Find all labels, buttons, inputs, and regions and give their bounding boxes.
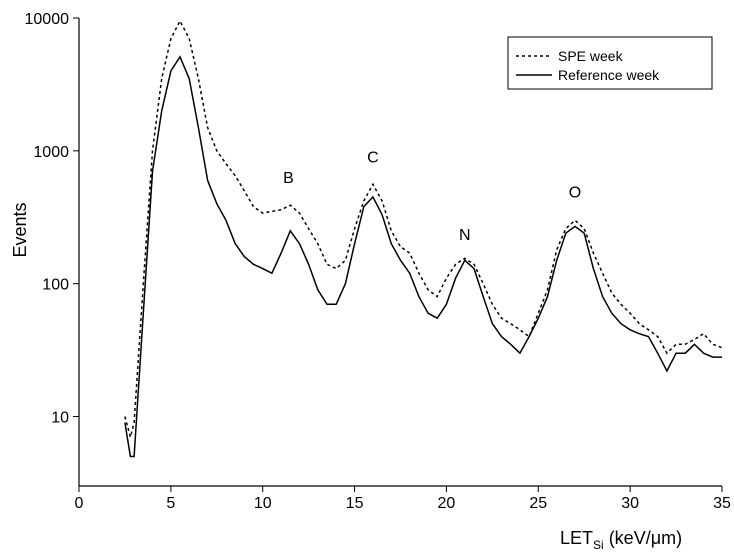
annotation: B	[283, 170, 294, 187]
x-tick-label: 20	[438, 495, 456, 512]
x-axis-label-unit: (keV/μm)	[609, 528, 682, 548]
legend-box	[507, 36, 713, 90]
x-tick-label: 5	[166, 495, 175, 512]
y-axis-label: Events	[10, 202, 30, 257]
legend-label: SPE week	[558, 48, 624, 64]
y-tick-label: 1000	[33, 144, 69, 161]
x-tick-label: 0	[75, 495, 84, 512]
x-tick-label: 25	[529, 495, 547, 512]
y-tick-label: 100	[42, 277, 69, 294]
series-line	[124, 19, 723, 441]
annotation: N	[459, 227, 471, 244]
x-tick-label: 30	[621, 495, 639, 512]
x-axis-label-subscript: Si	[593, 538, 604, 552]
legend-label: Reference week	[558, 67, 660, 83]
series-line	[124, 55, 722, 458]
x-tick-label: 35	[713, 495, 731, 512]
x-tick-label: 10	[254, 495, 272, 512]
x-axis-label: LETSi (keV/μm)	[560, 528, 682, 552]
x-tick-label: 15	[346, 495, 364, 512]
y-tick-label: 10000	[25, 11, 70, 28]
y-tick-label: 10	[51, 410, 69, 427]
x-axis-label-main: LET	[560, 528, 593, 548]
annotation: O	[569, 185, 581, 202]
annotation: C	[367, 150, 379, 167]
